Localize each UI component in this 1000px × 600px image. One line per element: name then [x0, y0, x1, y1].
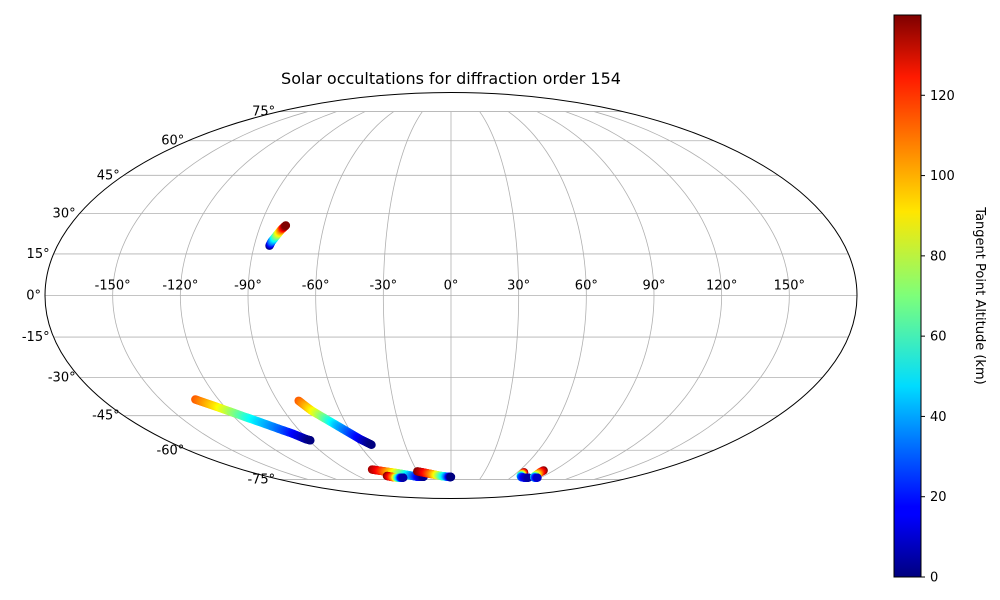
longitude-gridline	[508, 111, 587, 480]
graticule-grid	[45, 111, 857, 480]
longitude-gridline	[479, 111, 520, 480]
longitude-tick-label: -150°	[95, 279, 131, 294]
colorbar-tick-label: 60	[930, 330, 947, 345]
latitude-tick-label: 0°	[26, 289, 41, 304]
longitude-gridline	[536, 111, 655, 480]
colorbar-tick-label: 20	[930, 490, 947, 505]
scatter-point	[281, 221, 291, 230]
colorbar-ticks: 0 20 40 60 80 100 120	[921, 89, 955, 586]
longitude-tick-label: -90°	[234, 279, 262, 294]
latitude-tick-label: -30°	[48, 371, 76, 386]
longitude-gridline	[565, 111, 723, 480]
colorbar-label: Tangent Point Altitude (km)	[972, 206, 987, 384]
scatter-point	[399, 473, 408, 482]
latitude-tick-label: -15°	[22, 330, 50, 345]
latitude-tick-label: 45°	[97, 168, 120, 183]
longitude-tick-label: 150°	[774, 279, 805, 294]
mollweide-map: -150° -120° -90° -60° -30° 0° 30° 60° 90° 120° 150…	[22, 92, 858, 499]
latitude-tick-label: -75°	[247, 472, 275, 487]
latitude-tick-label: -45°	[92, 409, 120, 424]
colorbar-tick-label: 0	[930, 571, 938, 586]
colorbar-tick-label: 40	[930, 410, 947, 425]
colorbar: 0 20 40 60 80 100 120 Tangent Point Altitude (…	[893, 14, 987, 586]
longitude-tick-label: 90°	[642, 279, 665, 294]
latitude-tick-label: 60°	[161, 134, 184, 149]
chart-title: Solar occultations for diffraction order…	[281, 69, 621, 88]
longitude-tick-label: 120°	[706, 279, 737, 294]
longitude-gridline	[247, 111, 366, 480]
latitude-tick-label: -60°	[157, 443, 185, 458]
longitude-gridline	[382, 111, 423, 480]
latitude-tick-labels: -75° -60° -45° -30° -15° 0° 15° 30° 45° 60° 75°	[22, 105, 275, 488]
longitude-gridline	[112, 111, 308, 480]
scatter-point	[533, 473, 542, 482]
longitude-gridline	[179, 111, 337, 480]
longitude-gridline	[594, 111, 790, 480]
latitude-tick-label: 30°	[53, 206, 76, 221]
latitude-tick-label: 15°	[27, 247, 50, 262]
latitude-tick-label: 75°	[252, 105, 275, 120]
longitude-tick-label: -30°	[369, 279, 397, 294]
colorbar-tick-label: 100	[930, 169, 955, 184]
scatter-point	[367, 440, 376, 450]
scatter-point	[306, 436, 315, 445]
colorbar-tick-label: 120	[930, 89, 955, 104]
colorbar-tick-label: 80	[930, 249, 947, 264]
longitude-tick-label: -120°	[162, 279, 198, 294]
longitude-tick-labels: -150° -120° -90° -60° -30° 0° 30° 60° 90° 120° 150…	[95, 279, 805, 294]
map-outline	[44, 92, 858, 499]
longitude-tick-label: -60°	[302, 279, 330, 294]
scatter-point	[446, 472, 456, 482]
longitude-tick-label: 0°	[444, 279, 459, 294]
longitude-tick-label: 60°	[575, 279, 598, 294]
colorbar-gradient	[893, 14, 922, 578]
longitude-tick-label: 30°	[507, 279, 530, 294]
occultation-points	[191, 221, 548, 482]
